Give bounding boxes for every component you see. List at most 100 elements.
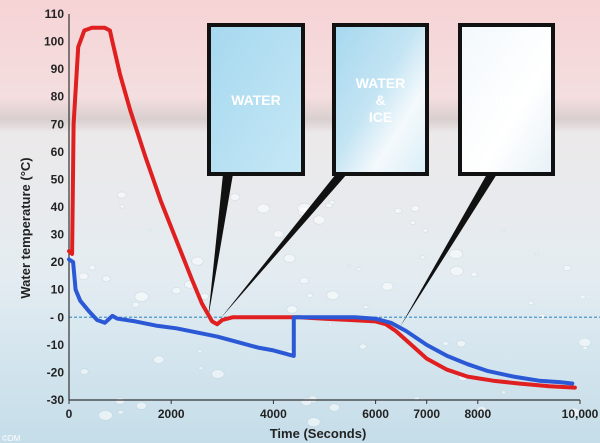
panel-label: & [375,92,385,108]
water-droplet [456,340,466,348]
water-droplet [300,397,313,406]
x-tick-label: 0 [66,407,73,421]
y-tick-label: 10 [51,283,65,297]
water-droplet [80,368,89,375]
water-droplet [325,202,333,209]
water-droplet [582,346,588,351]
x-tick-label: 2000 [158,407,185,421]
water-droplet [328,403,340,412]
water-droplet [449,266,464,277]
water-droplet [307,417,321,427]
water-droplet [117,410,124,415]
water-droplet [422,228,429,233]
water-droplet [171,287,182,295]
water-droplet [135,401,147,410]
state-panel [207,23,305,176]
x-tick-label: 7000 [413,407,440,421]
y-tick-label: 90 [51,62,65,76]
water-droplet [476,406,487,414]
water-droplet [567,312,572,315]
water-droplet [527,300,534,306]
water-droplet [286,305,298,314]
water-droplet [119,204,126,209]
water-droplet [419,255,426,260]
water-droplet [501,229,506,232]
y-tick-label: 20 [51,255,65,269]
y-tick-label: 80 [51,90,65,104]
water-droplet [229,193,241,201]
water-droplet [191,256,204,266]
water-droplet [578,337,592,348]
water-droplet [197,349,203,354]
water-droplet [256,203,270,214]
state-panel [458,23,555,176]
series-line [67,257,575,386]
water-droplet [306,293,314,298]
panel-pointers [208,174,497,327]
x-tick-label: 6000 [362,407,389,421]
series-line [67,25,577,390]
panel-pointer [220,174,347,319]
water-droplet [394,207,403,214]
y-tick-label: 70 [51,117,65,131]
water-droplet [102,275,111,282]
panel-label: ICE [495,92,518,108]
water-droplet [562,264,572,272]
water-droplet [470,271,478,278]
y-tick-label: 40 [51,200,65,214]
ticks: 110 100 90 80 70 60 50 40 30 20 10 - 0 -10 -20 -300 200… [44,7,599,421]
water-droplet [409,220,416,225]
water-droplet [410,205,420,212]
water-droplet [134,291,149,302]
panel-label: WATER [356,75,406,91]
panel-label: WATER [231,92,281,108]
y-tick-label: 110 [45,7,65,21]
water-droplet [359,343,367,350]
x-axis-title: Time (Seconds) [270,426,367,441]
water-droplet [211,369,225,379]
water-droplet [535,252,539,255]
x-tick-label: 8000 [464,407,491,421]
water-droplet [363,304,369,309]
water-droplet [579,294,586,300]
water-droplet [448,248,464,260]
panel-pointer [400,174,497,327]
water-droplet [153,355,165,364]
water-droplet [88,264,96,271]
credit-text: ©DM [2,434,21,443]
water-droplet [356,267,362,272]
water-droplet [501,390,507,395]
y-tick-label: - 0 [50,310,64,324]
water-droplet [442,341,449,346]
water-droplet [283,253,296,263]
x-tick-label: 4000 [260,407,287,421]
water-droplet [326,290,340,300]
water-droplet [115,397,126,405]
water-droplet [567,407,581,418]
y-tick-label: -30 [47,393,65,407]
y-tick-label: 100 [44,35,64,49]
water-droplet [198,366,204,371]
state-panel [332,23,429,176]
water-droplet [131,301,140,308]
panel-label: ICE [369,109,392,125]
series-layer [67,25,577,390]
y-tick-label: -20 [47,365,65,379]
water-droplet [381,282,394,291]
water-droplet [313,215,326,225]
panel-pointer [208,174,233,319]
y-tick-label: 30 [51,228,65,242]
axes [68,14,580,401]
water-droplet [299,277,309,284]
water-droplet [78,272,89,280]
water-droplet [147,228,152,231]
y-tick-label: 60 [51,145,65,159]
y-tick-label: 50 [51,172,65,186]
x-tick-label: 10,000 [562,407,599,421]
water-droplet [347,264,351,267]
water-droplet [98,410,113,421]
water-droplet [117,191,127,199]
y-tick-label: -10 [47,338,65,352]
